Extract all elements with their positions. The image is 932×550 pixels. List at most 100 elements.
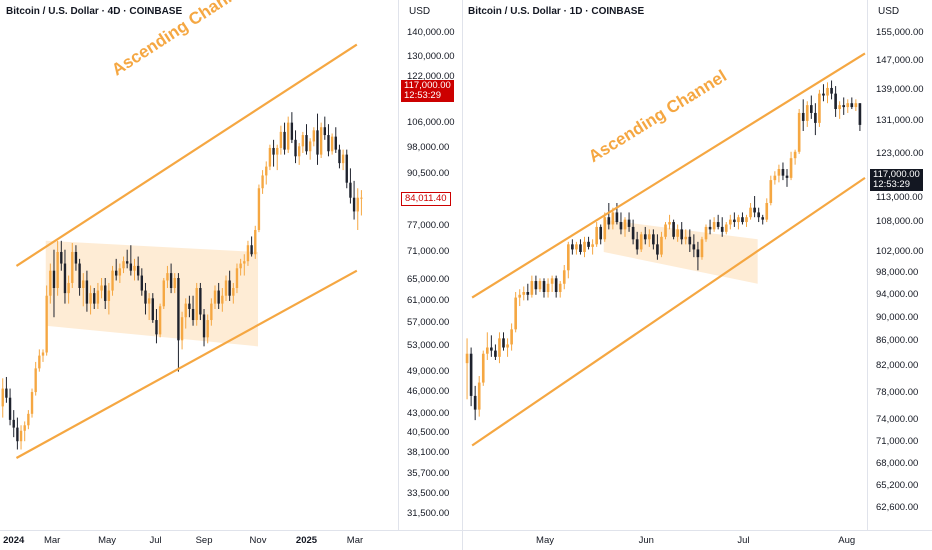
candle-body (842, 105, 846, 108)
candle-body (761, 217, 765, 220)
candle-body (526, 292, 530, 295)
candle-body (668, 222, 671, 225)
candle-body (684, 236, 688, 240)
price-tick-label: 82,000.00 (876, 360, 919, 372)
candle-body (785, 175, 789, 178)
candle-body (469, 353, 473, 396)
candle-body (611, 212, 615, 225)
candle-body (195, 288, 198, 321)
price-tick-label: 71,000.00 (407, 245, 450, 257)
candle-body (316, 130, 319, 155)
candle-body (485, 347, 489, 354)
price-tick-label: 98,000.00 (876, 266, 919, 278)
price-tick-label: 65,200.00 (876, 480, 919, 492)
channel-lower-line (15, 269, 358, 459)
candle-body (538, 281, 542, 290)
candle-body (341, 154, 345, 164)
candle-body (720, 226, 724, 232)
candle-body (664, 224, 667, 237)
price-tick-label: 86,000.00 (876, 335, 919, 347)
candle-body (38, 355, 41, 369)
candle-body (627, 219, 631, 227)
price-axis-right[interactable]: USD 155,000.00 147,000.00 139,000.00 131,00… (867, 0, 932, 530)
candle-body (287, 122, 290, 150)
candle-body (518, 294, 522, 298)
candle-body (107, 290, 111, 301)
candle-body (243, 261, 246, 264)
candle-body (78, 263, 81, 289)
candle-body (639, 234, 643, 250)
candle-body (23, 425, 26, 431)
chart-panel-left[interactable]: Ascending Channel Bitcoin / U.S. Dollar … (0, 0, 462, 550)
candle-body (16, 427, 19, 442)
candle-body (52, 270, 56, 289)
candle-body (579, 244, 582, 252)
candle-body (360, 197, 363, 199)
candle-body (232, 288, 235, 296)
candle-body (615, 212, 619, 223)
candle-body (830, 87, 833, 94)
candle-body (801, 112, 805, 121)
candle-body (239, 263, 242, 269)
price-tick-label: 74,000.00 (876, 414, 919, 426)
candle-body (583, 241, 586, 252)
candle-body (676, 229, 679, 237)
price-tick-label: 49,000.00 (407, 365, 450, 377)
time-tick-label: Aug (838, 535, 856, 546)
candle-body (118, 268, 122, 276)
candle-body (290, 122, 294, 140)
candle-body (8, 397, 12, 420)
candle-body (814, 112, 817, 123)
candle-body (477, 382, 481, 410)
price-tick-label: 90,000.00 (876, 311, 919, 323)
current-price-value: 117,000.00 (404, 79, 451, 91)
candle-body (319, 127, 323, 155)
candle-body (530, 281, 534, 295)
candle-body (151, 298, 154, 321)
candle-body (595, 226, 598, 245)
candle-body (199, 288, 202, 315)
price-tick-label: 131,000.00 (876, 114, 924, 126)
candle-body (5, 388, 8, 398)
time-tick-label: Jul (149, 535, 162, 546)
candle-body (631, 226, 635, 240)
candle-body (777, 169, 781, 176)
candle-body (265, 166, 268, 176)
candle-body (268, 147, 272, 167)
candle-body (696, 249, 700, 258)
price-tick-label: 53,000.00 (407, 340, 450, 352)
candle-body (111, 270, 114, 291)
price-tick-label: 123,000.00 (876, 147, 924, 159)
candle-body (692, 244, 696, 250)
panel-divider (462, 0, 463, 550)
candle-body (352, 197, 356, 212)
candle-body (502, 338, 505, 348)
candle-body (180, 317, 184, 341)
candle-body (514, 297, 517, 330)
candle-body (542, 281, 546, 293)
price-tick-label: 106,000.00 (407, 116, 455, 128)
currency-label-left[interactable]: USD (409, 6, 431, 17)
channel-upper-line (15, 43, 358, 267)
plot-area-right[interactable]: Ascending Channel (462, 0, 867, 530)
candle-body (334, 136, 337, 150)
plot-area-left[interactable]: Ascending Channel (0, 0, 398, 530)
candle-body (129, 263, 133, 271)
candle-body (345, 154, 348, 183)
candle-body (818, 93, 821, 123)
candle-body (708, 226, 712, 230)
candle-body (473, 395, 477, 410)
time-tick-label: May (536, 535, 554, 546)
chart-panel-right[interactable]: Ascending Channel Bitcoin / U.S. Dollar … (462, 0, 932, 550)
candle-body (349, 182, 352, 198)
candle-body (506, 344, 509, 348)
currency-label-right[interactable]: USD (878, 6, 900, 17)
price-tick-label: 122,000.00 (407, 71, 455, 83)
candle-body (60, 251, 63, 264)
candle-body (206, 320, 209, 338)
price-tick-label: 102,000.00 (876, 245, 924, 257)
candle-body (19, 430, 23, 442)
price-tick-label: 33,500.00 (407, 488, 450, 500)
candle-body (745, 217, 748, 223)
price-axis-left[interactable]: USD 140,000.00 130,000.00 122,000.00 106,00… (398, 0, 462, 530)
